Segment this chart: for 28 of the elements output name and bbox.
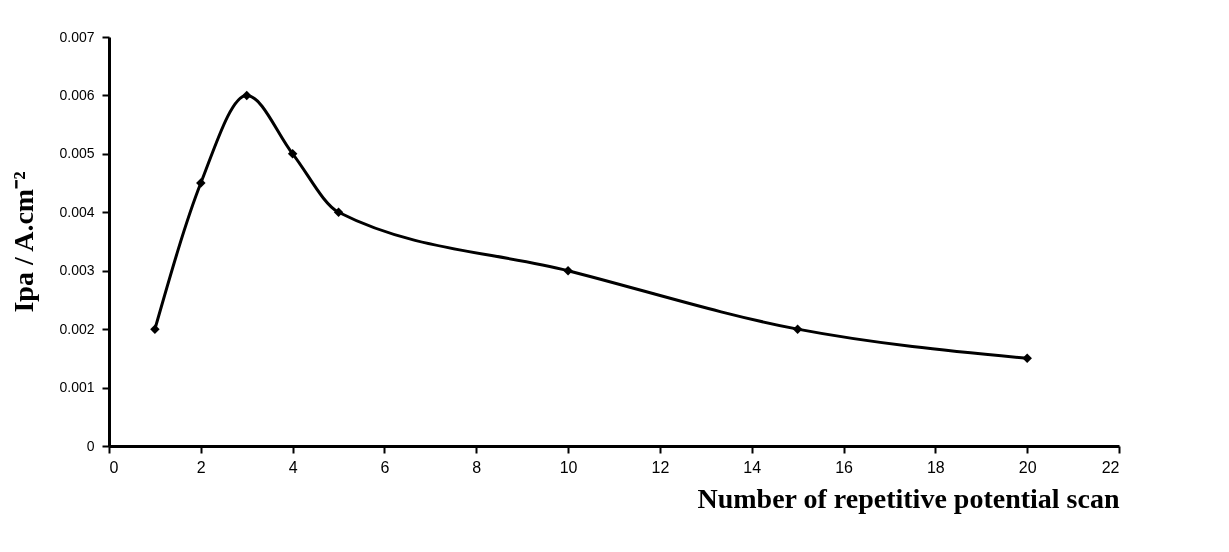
- x-tick-label: 20: [1018, 458, 1037, 476]
- point: [333, 207, 344, 218]
- y-tick-label: 0.002: [59, 320, 95, 337]
- x-tick-label: 0: [109, 458, 119, 476]
- y-tick-label: 0.003: [59, 262, 95, 279]
- x-tick-label: 12: [651, 458, 670, 476]
- y-tick-label: 0: [86, 437, 95, 454]
- x-tick-label: 22: [1101, 458, 1120, 476]
- x-tick-label: 6: [380, 458, 390, 476]
- y-tick-label: 0.005: [59, 145, 95, 162]
- x-tick-label: 18: [926, 458, 945, 476]
- point: [241, 90, 252, 101]
- y-tick-label: 0.006: [59, 86, 95, 103]
- x-tick-label: 16: [835, 458, 854, 476]
- x-axis-title: Number of repetitive potential scan: [697, 482, 1120, 514]
- y-tick-label: 0.004: [59, 203, 95, 220]
- point: [1022, 353, 1032, 364]
- x-tick-label: 2: [196, 458, 206, 476]
- y-tick-label: 0.007: [59, 28, 95, 45]
- y-axis-title: Ipa / A.cm⁻²: [8, 171, 40, 313]
- point: [792, 324, 803, 334]
- x-tick-label: 4: [288, 458, 298, 476]
- x-tick-label: 8: [472, 458, 482, 476]
- point: [563, 265, 573, 276]
- y-tick-label: 0.001: [59, 379, 95, 396]
- x-tick-label: 14: [743, 458, 762, 476]
- point: [287, 149, 298, 159]
- x-tick-label: 10: [559, 458, 578, 476]
